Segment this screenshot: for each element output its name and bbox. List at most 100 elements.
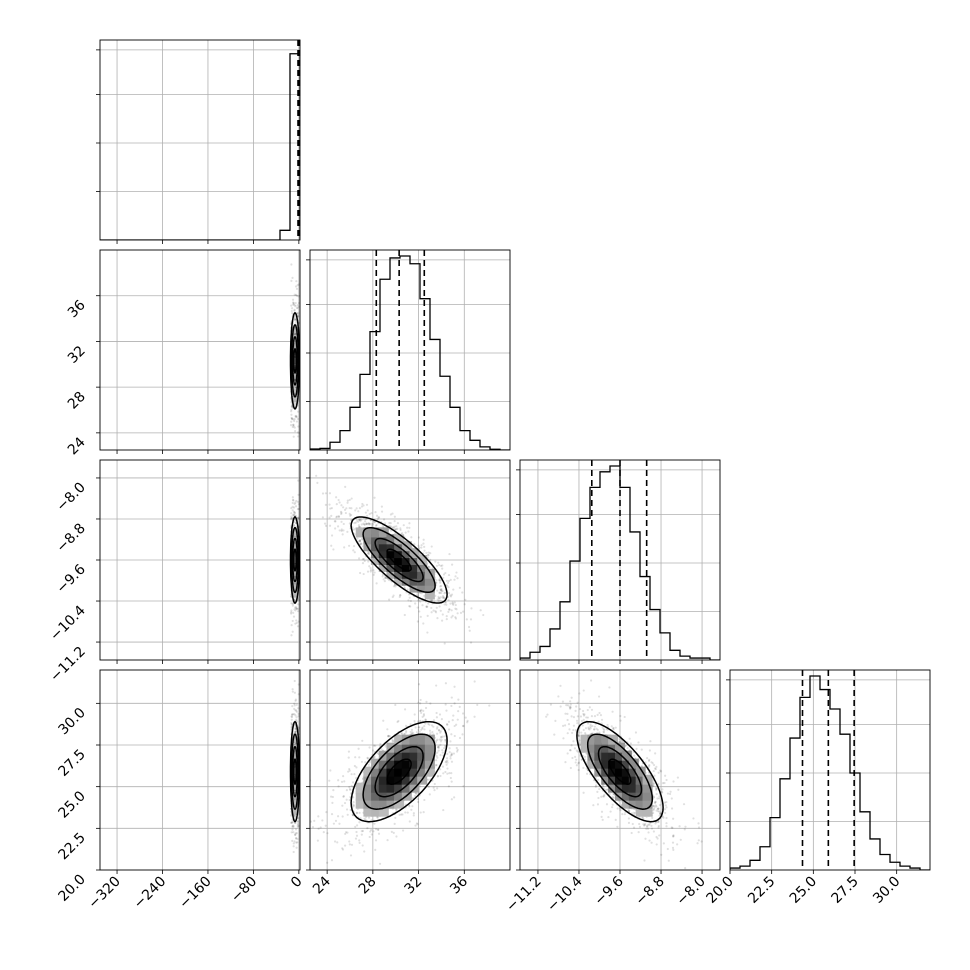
sample-point [335, 502, 338, 506]
contour-line [290, 324, 300, 398]
sample-point [297, 607, 300, 610]
sample-point [451, 719, 454, 722]
sample-point [469, 641, 473, 644]
contour-line [289, 516, 300, 604]
sample-point [464, 716, 467, 719]
sample-point [295, 709, 298, 712]
sample-point [372, 573, 375, 576]
sample-point [348, 787, 352, 791]
sample-point [392, 526, 395, 529]
sample-point [440, 735, 443, 738]
sample-point [295, 718, 298, 722]
sample-point [450, 798, 453, 801]
sample-point [439, 599, 442, 602]
sample-point [349, 854, 353, 857]
sample-point [291, 505, 294, 508]
sample-point [435, 579, 438, 582]
sample-point [290, 721, 293, 724]
sample-point [375, 523, 378, 527]
sample-point [361, 562, 365, 565]
sample-point [292, 611, 295, 614]
sample-point [297, 620, 300, 623]
density-cell [417, 561, 428, 572]
sample-point [463, 603, 466, 606]
sample-point [439, 596, 443, 599]
sample-point [348, 843, 351, 846]
sample-point [418, 610, 421, 613]
sample-point [328, 492, 332, 495]
sample-point [419, 709, 422, 713]
sample-point [352, 528, 355, 531]
sample-point [439, 768, 442, 771]
sample-point [343, 801, 347, 805]
sample-point [414, 824, 417, 827]
sample-point [464, 598, 467, 601]
sample-point [297, 435, 300, 438]
sample-point [350, 773, 353, 776]
sample-point [443, 735, 447, 738]
sample-point [411, 796, 414, 799]
sample-point [296, 508, 300, 511]
sample-point [296, 284, 299, 287]
sample-point [342, 506, 345, 509]
sample-point [297, 599, 300, 602]
sample-point [297, 301, 300, 305]
sample-point [348, 498, 351, 502]
sample-point [436, 745, 440, 748]
sample-point [436, 732, 439, 735]
sample-point [297, 824, 300, 828]
sample-point [386, 728, 389, 731]
sample-point [435, 684, 438, 687]
sample-point [436, 775, 439, 778]
sample-point [294, 285, 298, 288]
sample-point [439, 740, 443, 743]
sample-point [291, 825, 294, 828]
sample-point [363, 817, 366, 820]
sample-point [380, 748, 383, 751]
sample-point [328, 524, 332, 527]
sample-point [426, 605, 429, 608]
sample-point [420, 592, 423, 595]
density-cell [424, 582, 435, 593]
sample-point [297, 311, 300, 315]
sample-point [354, 756, 357, 759]
sample-point [368, 565, 371, 568]
sample-point [425, 700, 428, 703]
sample-point [445, 614, 448, 618]
sample-point [395, 835, 398, 838]
sample-point [290, 279, 293, 282]
sample-point [409, 599, 412, 603]
sample-point [435, 711, 438, 715]
sample-point [450, 616, 453, 619]
sample-point [456, 748, 459, 751]
sample-point [292, 850, 295, 854]
sample-point [293, 308, 296, 311]
sample-point [416, 720, 420, 723]
sample-point [467, 625, 471, 629]
sample-point [426, 614, 429, 617]
sample-point [336, 841, 339, 844]
sample-point [291, 307, 294, 310]
sample-point [454, 603, 457, 607]
axes-frame [729, 669, 931, 871]
sample-point [291, 604, 294, 607]
sample-point [406, 811, 409, 814]
sample-point [377, 828, 380, 831]
sample-point [439, 609, 442, 612]
axes-frame [99, 669, 301, 871]
sample-point [427, 602, 430, 605]
sample-point [291, 498, 295, 502]
sample-point [430, 724, 434, 727]
sample-point [358, 525, 361, 528]
sample-point [462, 610, 465, 613]
sample-point [306, 507, 308, 509]
density-cell [291, 800, 300, 807]
sample-point [328, 516, 331, 519]
sample-point [342, 775, 345, 778]
sample-point [451, 601, 454, 604]
sample-point [363, 523, 366, 526]
sample-point [437, 749, 440, 752]
sample-point [293, 418, 296, 421]
sample-point [297, 517, 300, 520]
sample-point [461, 591, 464, 594]
